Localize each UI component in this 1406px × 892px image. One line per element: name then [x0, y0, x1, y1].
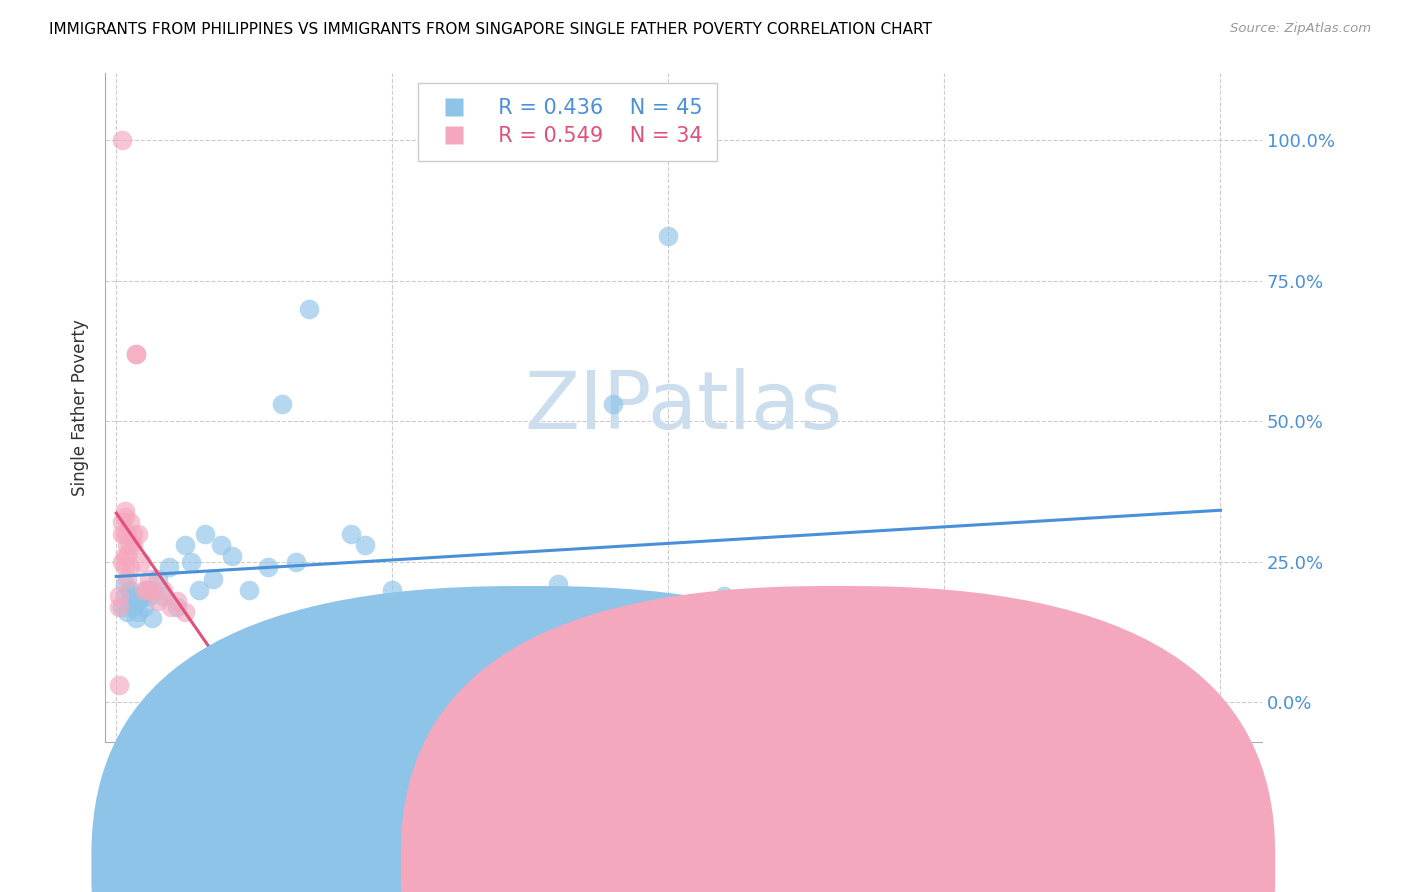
Point — [152, 589, 174, 603]
Y-axis label: Single Father Poverty: Single Father Poverty — [72, 319, 89, 496]
Point — [120, 582, 142, 597]
Point — [114, 589, 136, 603]
Point — [132, 582, 155, 597]
Point — [114, 504, 136, 518]
Point — [152, 582, 174, 597]
Point — [166, 599, 188, 614]
Point — [547, 577, 569, 591]
Point — [209, 538, 232, 552]
Point — [298, 301, 321, 316]
Point — [127, 526, 149, 541]
Point — [132, 599, 155, 614]
Point — [146, 572, 169, 586]
Point — [114, 509, 136, 524]
Point — [114, 526, 136, 541]
Point — [127, 606, 149, 620]
Point — [138, 572, 160, 586]
Point — [117, 526, 139, 541]
Point — [353, 538, 375, 552]
Point — [796, 589, 818, 603]
Point — [135, 582, 157, 597]
Text: 40.0%: 40.0% — [1205, 795, 1263, 814]
Point — [114, 549, 136, 564]
Point — [160, 599, 183, 614]
Point — [108, 589, 131, 603]
Point — [127, 594, 149, 608]
Point — [129, 589, 152, 603]
Text: Source: ZipAtlas.com: Source: ZipAtlas.com — [1230, 22, 1371, 36]
Point — [135, 582, 157, 597]
Point — [146, 594, 169, 608]
Point — [124, 611, 146, 625]
Point — [340, 526, 363, 541]
Text: IMMIGRANTS FROM PHILIPPINES VS IMMIGRANTS FROM SINGAPORE SINGLE FATHER POVERTY C: IMMIGRANTS FROM PHILIPPINES VS IMMIGRANT… — [49, 22, 932, 37]
Point — [257, 560, 280, 574]
Point — [124, 594, 146, 608]
Point — [124, 347, 146, 361]
Point — [174, 606, 197, 620]
Point — [270, 397, 292, 411]
Text: 0.0%: 0.0% — [105, 795, 150, 814]
Point — [108, 599, 131, 614]
Point — [166, 594, 188, 608]
Text: Immigrants from Philippines: Immigrants from Philippines — [551, 856, 786, 874]
Point — [1071, 645, 1094, 659]
Point — [120, 516, 142, 530]
Point — [117, 606, 139, 620]
Point — [141, 611, 163, 625]
Point — [111, 526, 134, 541]
Text: Immigrants from Singapore: Immigrants from Singapore — [860, 856, 1088, 874]
Point — [492, 594, 515, 608]
Point — [120, 594, 142, 608]
Point — [138, 589, 160, 603]
Point — [180, 555, 202, 569]
Point — [194, 526, 217, 541]
Point — [121, 599, 143, 614]
Point — [602, 397, 624, 411]
Point — [284, 555, 307, 569]
Point — [201, 572, 224, 586]
Point — [129, 555, 152, 569]
Point — [111, 555, 134, 569]
Text: ZIPatlas: ZIPatlas — [524, 368, 842, 446]
Point — [157, 560, 180, 574]
Point — [120, 538, 142, 552]
Point — [121, 538, 143, 552]
Point — [713, 589, 735, 603]
Point — [111, 516, 134, 530]
Point — [111, 133, 134, 147]
Point — [188, 582, 211, 597]
Point — [422, 594, 444, 608]
Point — [121, 589, 143, 603]
Point — [934, 594, 956, 608]
Point — [221, 549, 243, 564]
Point — [381, 582, 404, 597]
Point — [174, 538, 197, 552]
Point — [108, 678, 131, 692]
Point — [124, 347, 146, 361]
Point — [141, 582, 163, 597]
Point — [111, 599, 134, 614]
Point — [117, 572, 139, 586]
Point — [114, 560, 136, 574]
Point — [238, 582, 260, 597]
Point — [120, 560, 142, 574]
Point — [117, 538, 139, 552]
Legend:   R = 0.436    N = 45,   R = 0.549    N = 34: R = 0.436 N = 45, R = 0.549 N = 34 — [419, 83, 717, 161]
Point — [121, 526, 143, 541]
Point — [117, 549, 139, 564]
Point — [657, 228, 679, 243]
Point — [114, 577, 136, 591]
